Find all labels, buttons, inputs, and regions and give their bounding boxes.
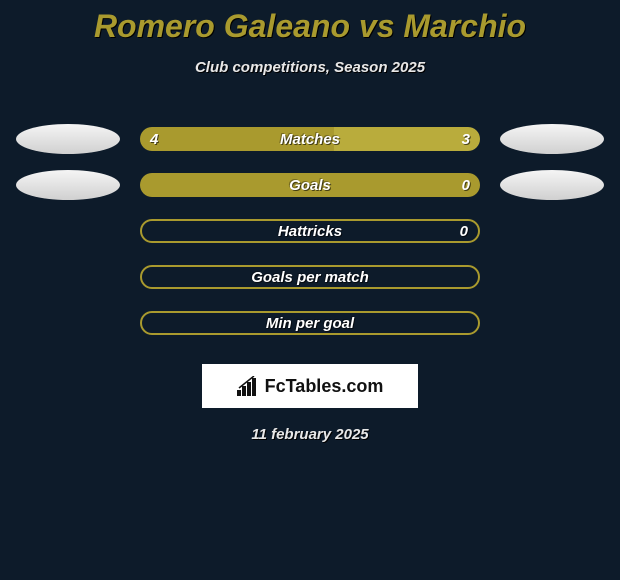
bar-chart-icon	[237, 376, 259, 396]
player-right-avatar	[500, 124, 604, 154]
stat-row: Matches4 3	[0, 116, 620, 162]
stat-bar: Hattricks0	[140, 219, 480, 243]
comparison-chart: Matches43Goals0Hattricks0Goals per match…	[0, 116, 620, 346]
stat-row: Goals0	[0, 162, 620, 208]
player-right-avatar	[500, 170, 604, 200]
snapshot-date: 11 february 2025	[0, 426, 620, 443]
stat-label: Goals	[140, 177, 480, 194]
stat-label: Matches	[140, 131, 480, 148]
page-subtitle: Club competitions, Season 2025	[0, 59, 620, 76]
stat-row: Min per goal	[0, 300, 620, 346]
stat-label: Hattricks	[142, 223, 478, 240]
stat-row: Hattricks0	[0, 208, 620, 254]
stat-label: Goals per match	[142, 269, 478, 286]
player-left-avatar	[16, 170, 120, 200]
stat-bar: Min per goal	[140, 311, 480, 335]
stat-label: Min per goal	[142, 315, 478, 332]
stat-row: Goals per match	[0, 254, 620, 300]
player-left-avatar	[16, 124, 120, 154]
logo-text: FcTables.com	[265, 376, 384, 397]
stat-value-right: 0	[462, 173, 470, 197]
stat-bar: Matches4 3	[140, 127, 480, 151]
stat-value-right: 3	[462, 127, 470, 151]
stat-value-right: 0	[460, 221, 468, 241]
stat-value-left: 4	[150, 127, 158, 151]
page-title: Romero Galeano vs Marchio	[0, 0, 620, 45]
stat-bar: Goals per match	[140, 265, 480, 289]
stat-bar: Goals0	[140, 173, 480, 197]
fctables-logo[interactable]: FcTables.com	[202, 364, 418, 408]
